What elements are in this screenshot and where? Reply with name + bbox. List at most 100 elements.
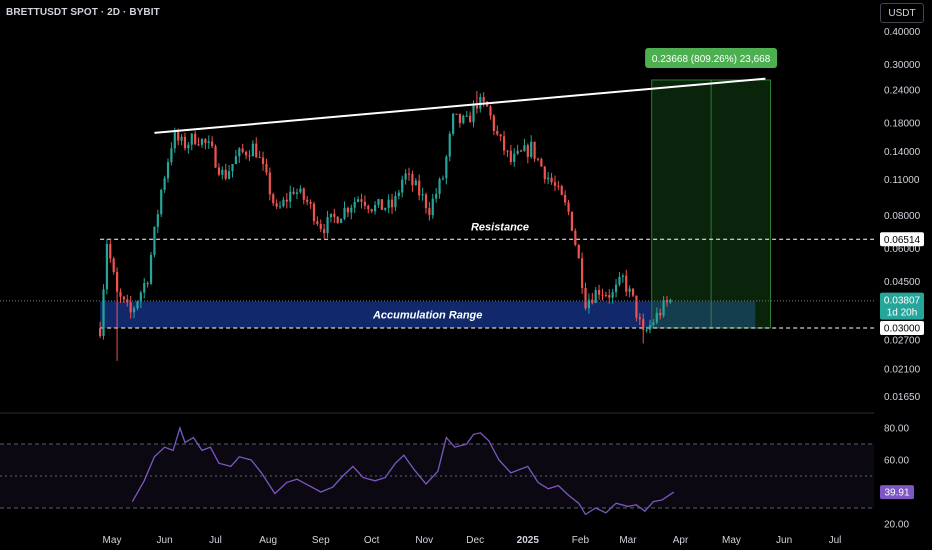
candle <box>356 196 360 203</box>
candle <box>418 174 421 201</box>
candle <box>591 292 594 305</box>
x-tick-label: May <box>103 535 122 546</box>
svg-text:0.03000: 0.03000 <box>884 323 921 334</box>
candle <box>105 238 109 295</box>
candle <box>316 216 319 227</box>
candle <box>659 308 662 320</box>
candle <box>343 201 346 221</box>
y-tick-label: 0.01650 <box>884 392 921 403</box>
candle <box>282 196 285 208</box>
candle <box>258 151 261 159</box>
candle <box>265 158 268 176</box>
candle <box>299 185 302 194</box>
candle <box>553 175 557 192</box>
x-tick-label: Jun <box>157 535 173 546</box>
candle <box>122 295 125 303</box>
svg-text:1d 20h: 1d 20h <box>887 308 918 319</box>
time-axis[interactable]: May Jun Jul Aug Sep Oct Nov Dec 2025 Feb Mar Apr May… <box>103 535 842 546</box>
svg-text:0.06514: 0.06514 <box>884 235 921 246</box>
x-tick-label: Sep <box>312 535 330 546</box>
candle <box>496 125 499 136</box>
candle <box>234 149 237 165</box>
candle <box>194 130 197 146</box>
candle <box>431 193 434 219</box>
candle <box>207 135 210 150</box>
candle <box>190 132 193 151</box>
rsi-tick-label: 20.00 <box>884 520 909 531</box>
candle <box>224 163 227 181</box>
candle <box>499 133 502 142</box>
candle <box>373 201 377 215</box>
candle <box>614 278 618 298</box>
candle <box>506 149 509 157</box>
candle <box>109 239 112 263</box>
candle <box>126 294 129 307</box>
x-tick-label: Aug <box>259 535 277 546</box>
candle <box>143 278 146 299</box>
candle <box>367 204 370 214</box>
candle <box>655 307 658 325</box>
candle <box>329 213 333 223</box>
candle <box>625 269 628 297</box>
candle <box>581 252 584 294</box>
symbol-title: BRETTUSDT SPOT · 2D · BYBIT <box>6 7 160 18</box>
currency-button[interactable]: USDT <box>880 3 924 23</box>
candle <box>214 144 217 169</box>
x-tick-label: Jul <box>209 535 222 546</box>
candle <box>462 114 465 125</box>
candle <box>149 251 153 285</box>
candle <box>255 137 258 159</box>
candle <box>397 189 400 200</box>
candle <box>353 197 356 214</box>
candle <box>248 150 251 161</box>
x-tick-label: Nov <box>415 535 433 546</box>
candle <box>577 244 580 259</box>
y-tick-label: 0.24000 <box>884 86 921 97</box>
candle <box>628 285 631 298</box>
y-tick-label: 0.06000 <box>884 244 921 255</box>
candle <box>261 151 265 171</box>
rsi-line[interactable] <box>131 425 675 516</box>
candle <box>204 138 207 150</box>
x-tick-label: 2025 <box>517 535 540 546</box>
candle <box>319 219 322 233</box>
candle <box>102 284 105 340</box>
candle <box>228 165 231 180</box>
candle <box>642 313 645 344</box>
y-tick-label: 0.14000 <box>884 147 921 158</box>
candle <box>306 195 309 206</box>
candle <box>370 208 373 214</box>
candle <box>540 157 543 167</box>
candle <box>455 113 458 115</box>
candle <box>662 296 665 318</box>
candle <box>309 199 312 209</box>
candle <box>631 288 635 298</box>
candle <box>132 305 136 319</box>
price-axis[interactable]: 0.40000 0.30000 0.24000 0.18000 0.14000 0.110… <box>884 27 921 403</box>
candle <box>295 188 299 200</box>
candle <box>394 191 397 212</box>
candle <box>268 167 271 201</box>
candle <box>139 290 142 308</box>
candle <box>112 256 115 275</box>
candle <box>445 155 448 185</box>
accumulation-range-box[interactable] <box>100 301 756 328</box>
rising-trendline[interactable] <box>154 77 766 134</box>
candle <box>217 163 221 177</box>
x-tick-label: Oct <box>364 535 380 546</box>
svg-text:0.03807: 0.03807 <box>884 296 921 307</box>
candle <box>574 228 577 247</box>
candle <box>523 138 526 152</box>
candle <box>435 187 438 203</box>
candle <box>312 201 316 225</box>
candle <box>183 132 187 151</box>
candle <box>115 267 119 361</box>
candle <box>421 187 424 201</box>
candle <box>285 192 288 209</box>
candles[interactable] <box>99 90 672 361</box>
candle <box>156 209 159 234</box>
candle <box>292 187 295 195</box>
candle <box>516 144 519 155</box>
candle <box>323 223 326 239</box>
